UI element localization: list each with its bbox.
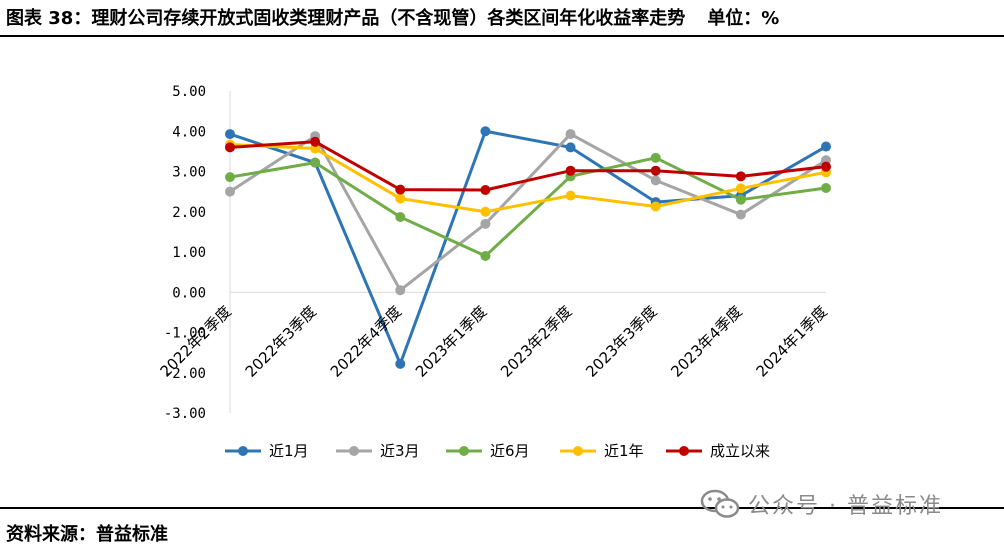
x-tick-label: 2022年3季度 bbox=[242, 302, 320, 380]
data-point bbox=[225, 142, 235, 153]
chart-title-text: 图表 38：理财公司存续开放式固收类理财产品（不含现管）各类区间年化收益率走势 bbox=[6, 8, 686, 29]
data-point bbox=[480, 185, 491, 196]
data-point bbox=[395, 285, 406, 296]
x-tick-label: 2023年4季度 bbox=[667, 302, 745, 380]
data-point bbox=[821, 141, 831, 152]
legend-swatch-marker bbox=[573, 446, 583, 456]
y-tick-label: -1.00 bbox=[164, 326, 206, 342]
data-point bbox=[821, 183, 831, 194]
data-point bbox=[735, 209, 746, 220]
data-point bbox=[650, 165, 661, 176]
x-tick-label: 2023年1季度 bbox=[412, 302, 490, 380]
data-point bbox=[395, 358, 406, 369]
data-point bbox=[565, 190, 576, 201]
data-point bbox=[395, 184, 406, 195]
source-note: 资料来源：普益标准 bbox=[6, 524, 168, 545]
bottom-rule bbox=[0, 507, 1004, 509]
x-tick-label: 2024年1季度 bbox=[753, 302, 831, 380]
data-point bbox=[310, 143, 321, 154]
data-point bbox=[735, 171, 746, 182]
data-point bbox=[225, 172, 235, 183]
legend-swatch-marker bbox=[349, 446, 359, 456]
data-point bbox=[650, 201, 661, 212]
y-tick-label: 5.00 bbox=[172, 84, 206, 100]
data-point bbox=[225, 186, 235, 197]
legend-label: 近1年 bbox=[604, 442, 644, 460]
data-point bbox=[650, 152, 661, 163]
legend-swatch-marker bbox=[459, 446, 469, 456]
data-point bbox=[821, 161, 831, 172]
y-tick-label: 0.00 bbox=[172, 285, 206, 301]
top-rule bbox=[0, 35, 1004, 37]
legend-swatch-marker bbox=[238, 446, 248, 456]
y-tick-label: 1.00 bbox=[172, 245, 206, 261]
legend-label: 成立以来 bbox=[710, 442, 770, 460]
series-line-4 bbox=[229, 143, 827, 214]
y-tick-label: -2.00 bbox=[164, 366, 206, 382]
data-point bbox=[480, 206, 491, 217]
data-point bbox=[395, 193, 406, 204]
watermark: 公众号 · 普益标准 bbox=[700, 488, 943, 520]
data-point bbox=[735, 194, 746, 205]
data-point bbox=[310, 157, 321, 168]
series-line-5 bbox=[229, 140, 827, 192]
data-point bbox=[650, 175, 661, 186]
wechat-icon bbox=[700, 489, 740, 518]
data-point bbox=[480, 126, 491, 137]
y-tick-label: 3.00 bbox=[172, 165, 206, 181]
y-tick-label: 2.00 bbox=[172, 205, 206, 221]
x-tick-label: 2023年2季度 bbox=[497, 302, 575, 380]
chart-title: 图表 38：理财公司存续开放式固收类理财产品（不含现管）各类区间年化收益率走势单… bbox=[6, 4, 779, 30]
unit-label: 单位：% bbox=[707, 8, 780, 29]
data-point bbox=[565, 142, 576, 153]
x-tick-label: 2023年3季度 bbox=[582, 302, 660, 380]
data-point bbox=[225, 129, 235, 140]
data-point bbox=[310, 136, 321, 147]
y-tick-label: -3.00 bbox=[164, 406, 206, 422]
x-tick-label: 2022年4季度 bbox=[327, 302, 405, 380]
data-point bbox=[480, 251, 491, 262]
watermark-text: 公众号 · 普益标准 bbox=[748, 494, 943, 519]
legend-label: 近3月 bbox=[380, 442, 420, 460]
data-point bbox=[735, 183, 746, 194]
legend-swatch-marker bbox=[679, 446, 689, 456]
data-point bbox=[480, 218, 491, 229]
y-tick-label: 4.00 bbox=[172, 124, 206, 140]
data-point bbox=[565, 129, 576, 140]
legend-label: 近6月 bbox=[490, 442, 530, 460]
data-point bbox=[565, 165, 576, 176]
data-point bbox=[395, 211, 406, 222]
series-line-1 bbox=[229, 129, 827, 366]
legend-label: 近1月 bbox=[269, 442, 309, 460]
